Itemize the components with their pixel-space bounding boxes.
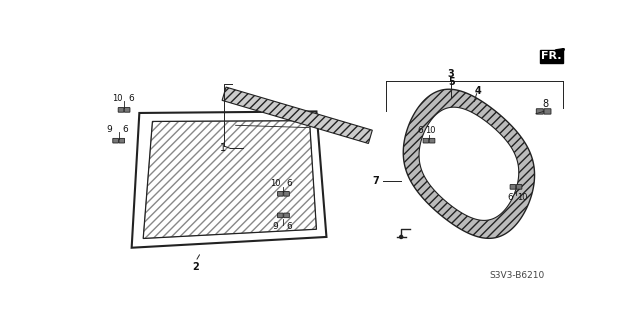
- FancyBboxPatch shape: [516, 185, 522, 189]
- Text: 6: 6: [417, 126, 423, 135]
- Polygon shape: [143, 121, 316, 239]
- Text: 2: 2: [192, 262, 199, 272]
- Text: 3: 3: [448, 70, 454, 79]
- FancyBboxPatch shape: [113, 138, 118, 143]
- Text: 5: 5: [448, 77, 454, 87]
- Polygon shape: [222, 87, 372, 144]
- Text: 8: 8: [543, 99, 549, 109]
- FancyBboxPatch shape: [429, 138, 435, 143]
- Text: S3V3-B6210: S3V3-B6210: [489, 271, 544, 280]
- Text: FR.: FR.: [541, 51, 562, 61]
- Text: 10: 10: [112, 94, 122, 103]
- Text: 6: 6: [287, 222, 292, 231]
- FancyBboxPatch shape: [510, 185, 516, 189]
- Polygon shape: [403, 89, 534, 238]
- FancyBboxPatch shape: [284, 191, 289, 196]
- Circle shape: [399, 235, 403, 239]
- Text: 10: 10: [270, 179, 281, 188]
- FancyBboxPatch shape: [119, 138, 125, 143]
- Polygon shape: [419, 107, 519, 220]
- Text: 10: 10: [516, 193, 527, 202]
- FancyBboxPatch shape: [536, 109, 543, 114]
- Polygon shape: [403, 89, 534, 238]
- Text: 1: 1: [220, 143, 227, 153]
- Text: 6: 6: [287, 179, 292, 188]
- Text: 7: 7: [373, 176, 380, 186]
- FancyBboxPatch shape: [284, 213, 289, 218]
- Text: 9: 9: [106, 125, 112, 134]
- Text: 10: 10: [425, 126, 436, 135]
- FancyBboxPatch shape: [278, 213, 283, 218]
- Text: 9: 9: [273, 222, 278, 231]
- FancyBboxPatch shape: [544, 109, 551, 114]
- Polygon shape: [143, 121, 316, 239]
- Text: 4: 4: [475, 86, 481, 96]
- FancyBboxPatch shape: [124, 108, 130, 112]
- Text: 6: 6: [128, 94, 134, 103]
- Text: 6: 6: [123, 125, 129, 134]
- FancyBboxPatch shape: [118, 108, 124, 112]
- FancyBboxPatch shape: [278, 191, 283, 196]
- Text: 6: 6: [508, 193, 513, 202]
- FancyBboxPatch shape: [423, 138, 429, 143]
